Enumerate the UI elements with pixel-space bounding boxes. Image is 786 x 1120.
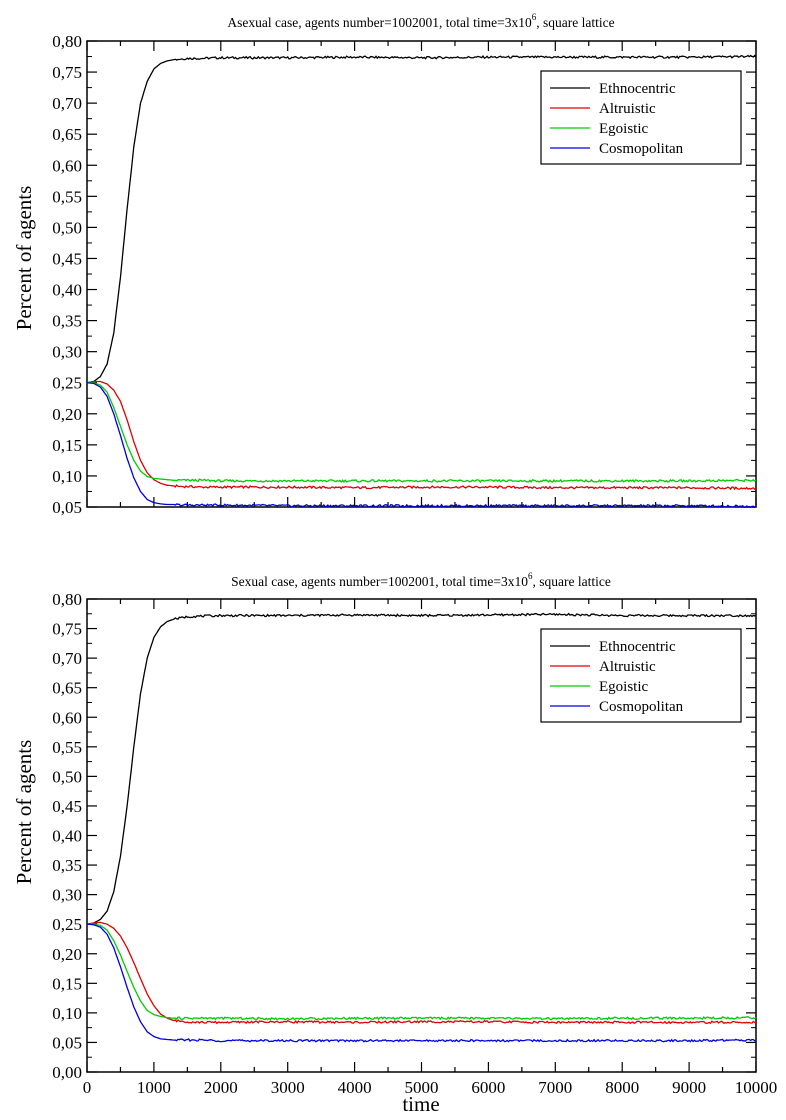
y-tick-label: 0,75 bbox=[52, 63, 82, 82]
y-tick-label: 0,30 bbox=[52, 343, 82, 362]
x-tick-label: 6000 bbox=[471, 1078, 505, 1097]
y-tick-label: 0,25 bbox=[52, 374, 82, 393]
series-lines bbox=[86, 54, 757, 509]
y-axis-label: Percent of agents bbox=[12, 186, 36, 331]
legend-label-egoistic: Egoistic bbox=[599, 121, 649, 137]
y-tick-label: 0,55 bbox=[52, 187, 82, 206]
x-tick-label: 3000 bbox=[271, 1078, 305, 1097]
y-tick-label: 0,05 bbox=[52, 1033, 82, 1052]
y-tick-label: 0,40 bbox=[52, 281, 82, 300]
y-tick-label: 0,45 bbox=[52, 797, 82, 816]
y-tick-label: 0,10 bbox=[52, 467, 82, 486]
series-lines bbox=[86, 612, 757, 1043]
y-tick-label: 0,15 bbox=[52, 974, 82, 993]
y-tick-label: 0,65 bbox=[52, 125, 82, 144]
x-tick-label: 7000 bbox=[538, 1078, 572, 1097]
x-tick-label: 4000 bbox=[338, 1078, 372, 1097]
chart-title: Asexual case, agents number=1002001, tot… bbox=[227, 12, 614, 30]
y-tick-label: 0,20 bbox=[52, 405, 82, 424]
legend-label-cosmopolitan: Cosmopolitan bbox=[599, 141, 684, 157]
legend-label-ethnocentric: Ethnocentric bbox=[599, 81, 676, 97]
series-line-egoistic bbox=[87, 923, 757, 1021]
series-line-cosmopolitan bbox=[86, 382, 757, 509]
y-tick-label: 0,35 bbox=[52, 856, 82, 875]
y-tick-label: 0,45 bbox=[52, 249, 82, 268]
x-tick-label: 1000 bbox=[137, 1078, 171, 1097]
asexual-chart: Asexual case, agents number=1002001, tot… bbox=[12, 12, 757, 517]
axes: 0,05 0,10 0,15 0,20 0,25 0,30 0,35 0,40 0,45 0,50… bbox=[52, 32, 757, 517]
axes: 0,00 0,05 0,10 0,15 0,20 0,25 0,30 0,35 0,40 0,45… bbox=[52, 590, 777, 1097]
x-tick-label: 10000 bbox=[735, 1078, 778, 1097]
legend-label-altruistic: Altruistic bbox=[599, 659, 656, 675]
series-line-ethnocentric bbox=[86, 54, 757, 384]
series-line-ethnocentric bbox=[86, 612, 757, 925]
y-tick-label: 0,00 bbox=[52, 1063, 82, 1082]
series-line-altruistic bbox=[86, 380, 757, 491]
y-tick-label: 0,50 bbox=[52, 767, 82, 786]
series-line-cosmopolitan bbox=[86, 923, 757, 1043]
sexual-chart: Sexual case, agents number=1002001, tota… bbox=[12, 571, 777, 1116]
series-line-egoistic bbox=[87, 382, 757, 484]
y-tick-label: 0,25 bbox=[52, 915, 82, 934]
y-tick-label: 0,10 bbox=[52, 1004, 82, 1023]
x-tick-label: 2000 bbox=[204, 1078, 238, 1097]
y-tick-label: 0,80 bbox=[52, 32, 82, 51]
y-tick-label: 0,30 bbox=[52, 886, 82, 905]
y-tick-label: 0,55 bbox=[52, 738, 82, 757]
legend: Ethnocentric Altruistic Egoistic Cosmopolit… bbox=[540, 628, 742, 723]
y-tick-label: 0,50 bbox=[52, 218, 82, 237]
x-axis-label: time bbox=[402, 1092, 439, 1116]
y-tick-label: 0,75 bbox=[52, 620, 82, 639]
y-tick-label: 0,65 bbox=[52, 679, 82, 698]
y-tick-label: 0,05 bbox=[52, 498, 82, 517]
y-tick-label: 0,40 bbox=[52, 827, 82, 846]
chart-title: Sexual case, agents number=1002001, tota… bbox=[231, 571, 611, 589]
x-tick-label: 5000 bbox=[405, 1078, 439, 1097]
y-tick-label: 0,35 bbox=[52, 312, 82, 331]
legend-label-altruistic: Altruistic bbox=[599, 101, 656, 117]
x-tick-label: 8000 bbox=[605, 1078, 639, 1097]
y-tick-label: 0,80 bbox=[52, 590, 82, 609]
y-tick-label: 0,20 bbox=[52, 945, 82, 964]
y-tick-label: 0,15 bbox=[52, 436, 82, 455]
legend: Ethnocentric Altruistic Egoistic Cosmopolit… bbox=[540, 70, 742, 165]
y-axis-label: Percent of agents bbox=[12, 740, 36, 885]
legend-label-egoistic: Egoistic bbox=[599, 679, 649, 695]
y-tick-label: 0,70 bbox=[52, 649, 82, 668]
legend-label-ethnocentric: Ethnocentric bbox=[599, 639, 676, 655]
legend-label-cosmopolitan: Cosmopolitan bbox=[599, 699, 684, 715]
y-tick-label: 0,60 bbox=[52, 156, 82, 175]
series-line-altruistic bbox=[86, 921, 757, 1025]
y-tick-label: 0,60 bbox=[52, 708, 82, 727]
x-tick-label: 9000 bbox=[672, 1078, 706, 1097]
x-tick-label: 0 bbox=[83, 1078, 92, 1097]
y-tick-label: 0,70 bbox=[52, 94, 82, 113]
